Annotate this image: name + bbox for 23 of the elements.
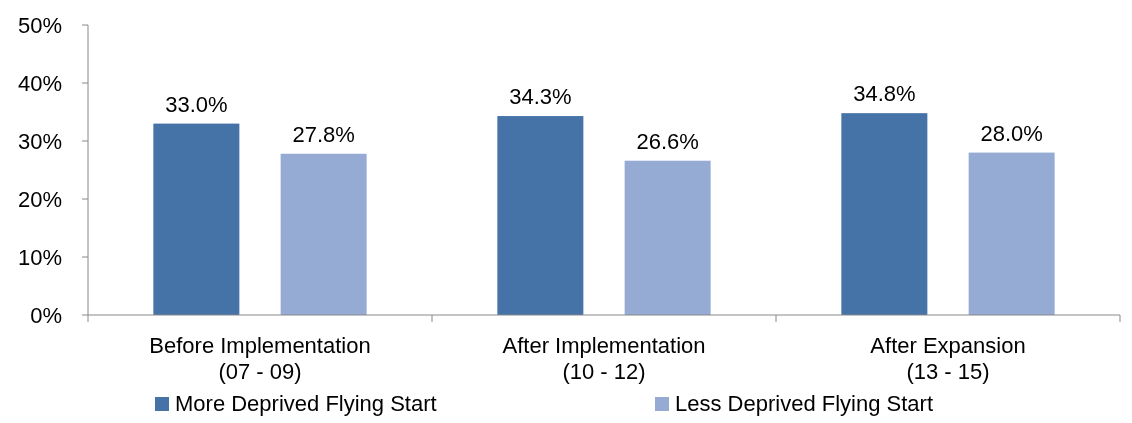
x-tick-label: After Implementation (10 - 12) xyxy=(502,333,706,384)
bar xyxy=(153,123,240,315)
bar xyxy=(497,116,584,315)
y-tick-label: 0% xyxy=(30,302,62,328)
data-label: 26.6% xyxy=(636,128,699,154)
legend-label: Less Deprived Flying Start xyxy=(675,391,933,416)
bar xyxy=(280,153,367,315)
legend-label: More Deprived Flying Start xyxy=(175,391,437,416)
y-tick-label: 20% xyxy=(17,186,62,212)
data-label: 33.0% xyxy=(165,91,228,117)
x-tick-label: After Expansion (13 - 15) xyxy=(870,333,1026,384)
data-label: 27.8% xyxy=(292,121,355,147)
data-label: 34.3% xyxy=(509,84,572,110)
bar xyxy=(841,113,928,315)
x-tick-label: Before Implementation (07 - 09) xyxy=(149,333,371,384)
y-tick-label: 10% xyxy=(17,244,62,270)
bar xyxy=(624,160,711,315)
data-label: 34.8% xyxy=(853,81,916,107)
bar xyxy=(968,152,1055,315)
y-tick-label: 50% xyxy=(17,12,62,38)
y-tick-label: 40% xyxy=(17,70,62,96)
data-label: 28.0% xyxy=(980,120,1043,146)
y-tick-label: 30% xyxy=(17,128,62,154)
